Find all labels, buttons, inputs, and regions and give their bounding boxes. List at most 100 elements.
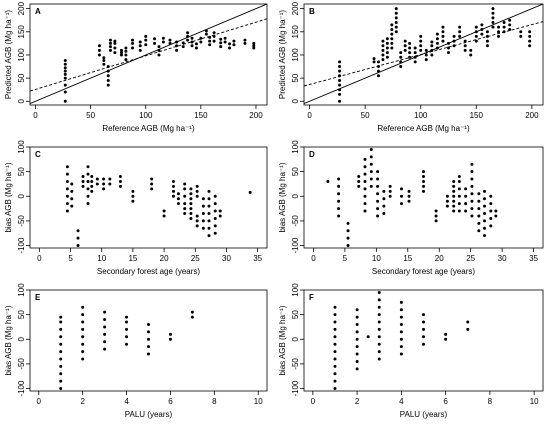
data-point xyxy=(388,189,392,193)
data-point xyxy=(333,327,337,331)
data-point xyxy=(385,55,389,59)
data-point xyxy=(125,342,129,346)
data-point xyxy=(422,179,425,183)
data-point xyxy=(63,76,67,80)
y-tick-label: 100 xyxy=(291,48,300,62)
data-point xyxy=(477,199,481,203)
data-point xyxy=(399,322,403,326)
y-tick-label: 150 xyxy=(17,25,26,39)
data-point xyxy=(355,315,359,319)
data-point xyxy=(189,197,193,201)
data-point xyxy=(248,190,252,194)
data-point xyxy=(147,352,150,356)
data-point xyxy=(162,214,166,218)
data-point xyxy=(355,330,359,334)
data-point xyxy=(434,209,438,213)
data-point xyxy=(125,320,129,324)
data-point xyxy=(213,202,217,206)
data-point xyxy=(195,219,199,223)
data-point xyxy=(124,46,128,50)
data-point xyxy=(346,229,350,233)
data-point xyxy=(168,38,172,42)
data-point xyxy=(81,327,85,331)
data-point xyxy=(470,192,474,196)
data-point xyxy=(366,335,370,339)
data-point xyxy=(485,39,489,43)
data-point xyxy=(452,189,456,193)
data-point xyxy=(377,290,381,294)
x-tick-label: 10 xyxy=(97,254,106,263)
data-point xyxy=(363,194,367,198)
data-point xyxy=(189,202,193,206)
data-point xyxy=(147,330,150,334)
data-point xyxy=(218,209,222,213)
data-point xyxy=(131,194,135,198)
data-point xyxy=(207,189,211,193)
panel-c: 0 5 10 15 20 25 30 35 -100 -50 0 50 100 Secondary for… xyxy=(4,140,268,276)
data-point xyxy=(252,44,256,48)
data-point xyxy=(86,179,90,183)
data-point xyxy=(153,41,157,45)
y-tick-label: -50 xyxy=(17,215,26,227)
data-point xyxy=(376,74,380,78)
data-point xyxy=(333,320,337,324)
data-point xyxy=(81,342,85,346)
data-point xyxy=(372,60,376,64)
data-point xyxy=(204,32,208,36)
data-point xyxy=(125,327,129,331)
data-point xyxy=(124,58,128,62)
data-point xyxy=(195,224,199,228)
data-point xyxy=(480,32,484,36)
data-point xyxy=(483,234,487,238)
data-point xyxy=(458,30,462,34)
data-point xyxy=(59,350,63,354)
x-tick-label: 8 xyxy=(488,397,493,406)
panel-b: 0 50 100 150 200 0 50 100 150 200 Reference AGB (M… xyxy=(278,1,544,133)
data-point xyxy=(207,226,211,230)
data-point xyxy=(171,184,175,188)
data-point xyxy=(434,219,438,223)
data-point xyxy=(363,179,367,183)
data-point xyxy=(337,177,341,181)
data-point xyxy=(338,65,342,69)
data-point xyxy=(131,41,135,45)
data-point xyxy=(528,34,532,38)
data-point xyxy=(485,34,489,38)
data-point xyxy=(452,179,456,183)
data-point xyxy=(377,320,381,324)
data-point xyxy=(346,244,350,248)
data-point xyxy=(326,179,330,183)
data-point xyxy=(81,179,85,183)
data-point xyxy=(333,387,337,391)
data-point xyxy=(457,175,461,179)
data-point xyxy=(447,51,451,55)
data-point xyxy=(483,219,487,223)
data-point xyxy=(106,74,110,78)
data-point xyxy=(519,30,523,34)
data-point xyxy=(470,214,474,218)
data-point xyxy=(470,170,474,174)
data-point xyxy=(422,320,425,324)
data-point xyxy=(489,194,493,198)
data-point xyxy=(381,58,385,62)
data-point xyxy=(457,202,461,206)
data-point xyxy=(385,41,389,45)
data-point xyxy=(422,342,425,346)
data-point xyxy=(81,305,85,309)
data-point xyxy=(102,182,106,186)
data-point xyxy=(377,342,381,346)
panel-label: E xyxy=(35,293,41,302)
data-point xyxy=(59,320,63,324)
data-point xyxy=(346,236,350,240)
plot-frame xyxy=(303,289,544,392)
data-point xyxy=(489,216,493,220)
panel-label: F xyxy=(309,293,314,302)
x-tick-label: 0 xyxy=(33,111,38,120)
x-tick-label: 10 xyxy=(254,397,263,406)
data-point xyxy=(413,46,417,50)
panel-label: C xyxy=(35,150,41,159)
data-point xyxy=(195,189,199,193)
y-tick-label: 150 xyxy=(291,25,300,39)
data-point xyxy=(103,340,107,344)
data-point xyxy=(485,44,489,48)
